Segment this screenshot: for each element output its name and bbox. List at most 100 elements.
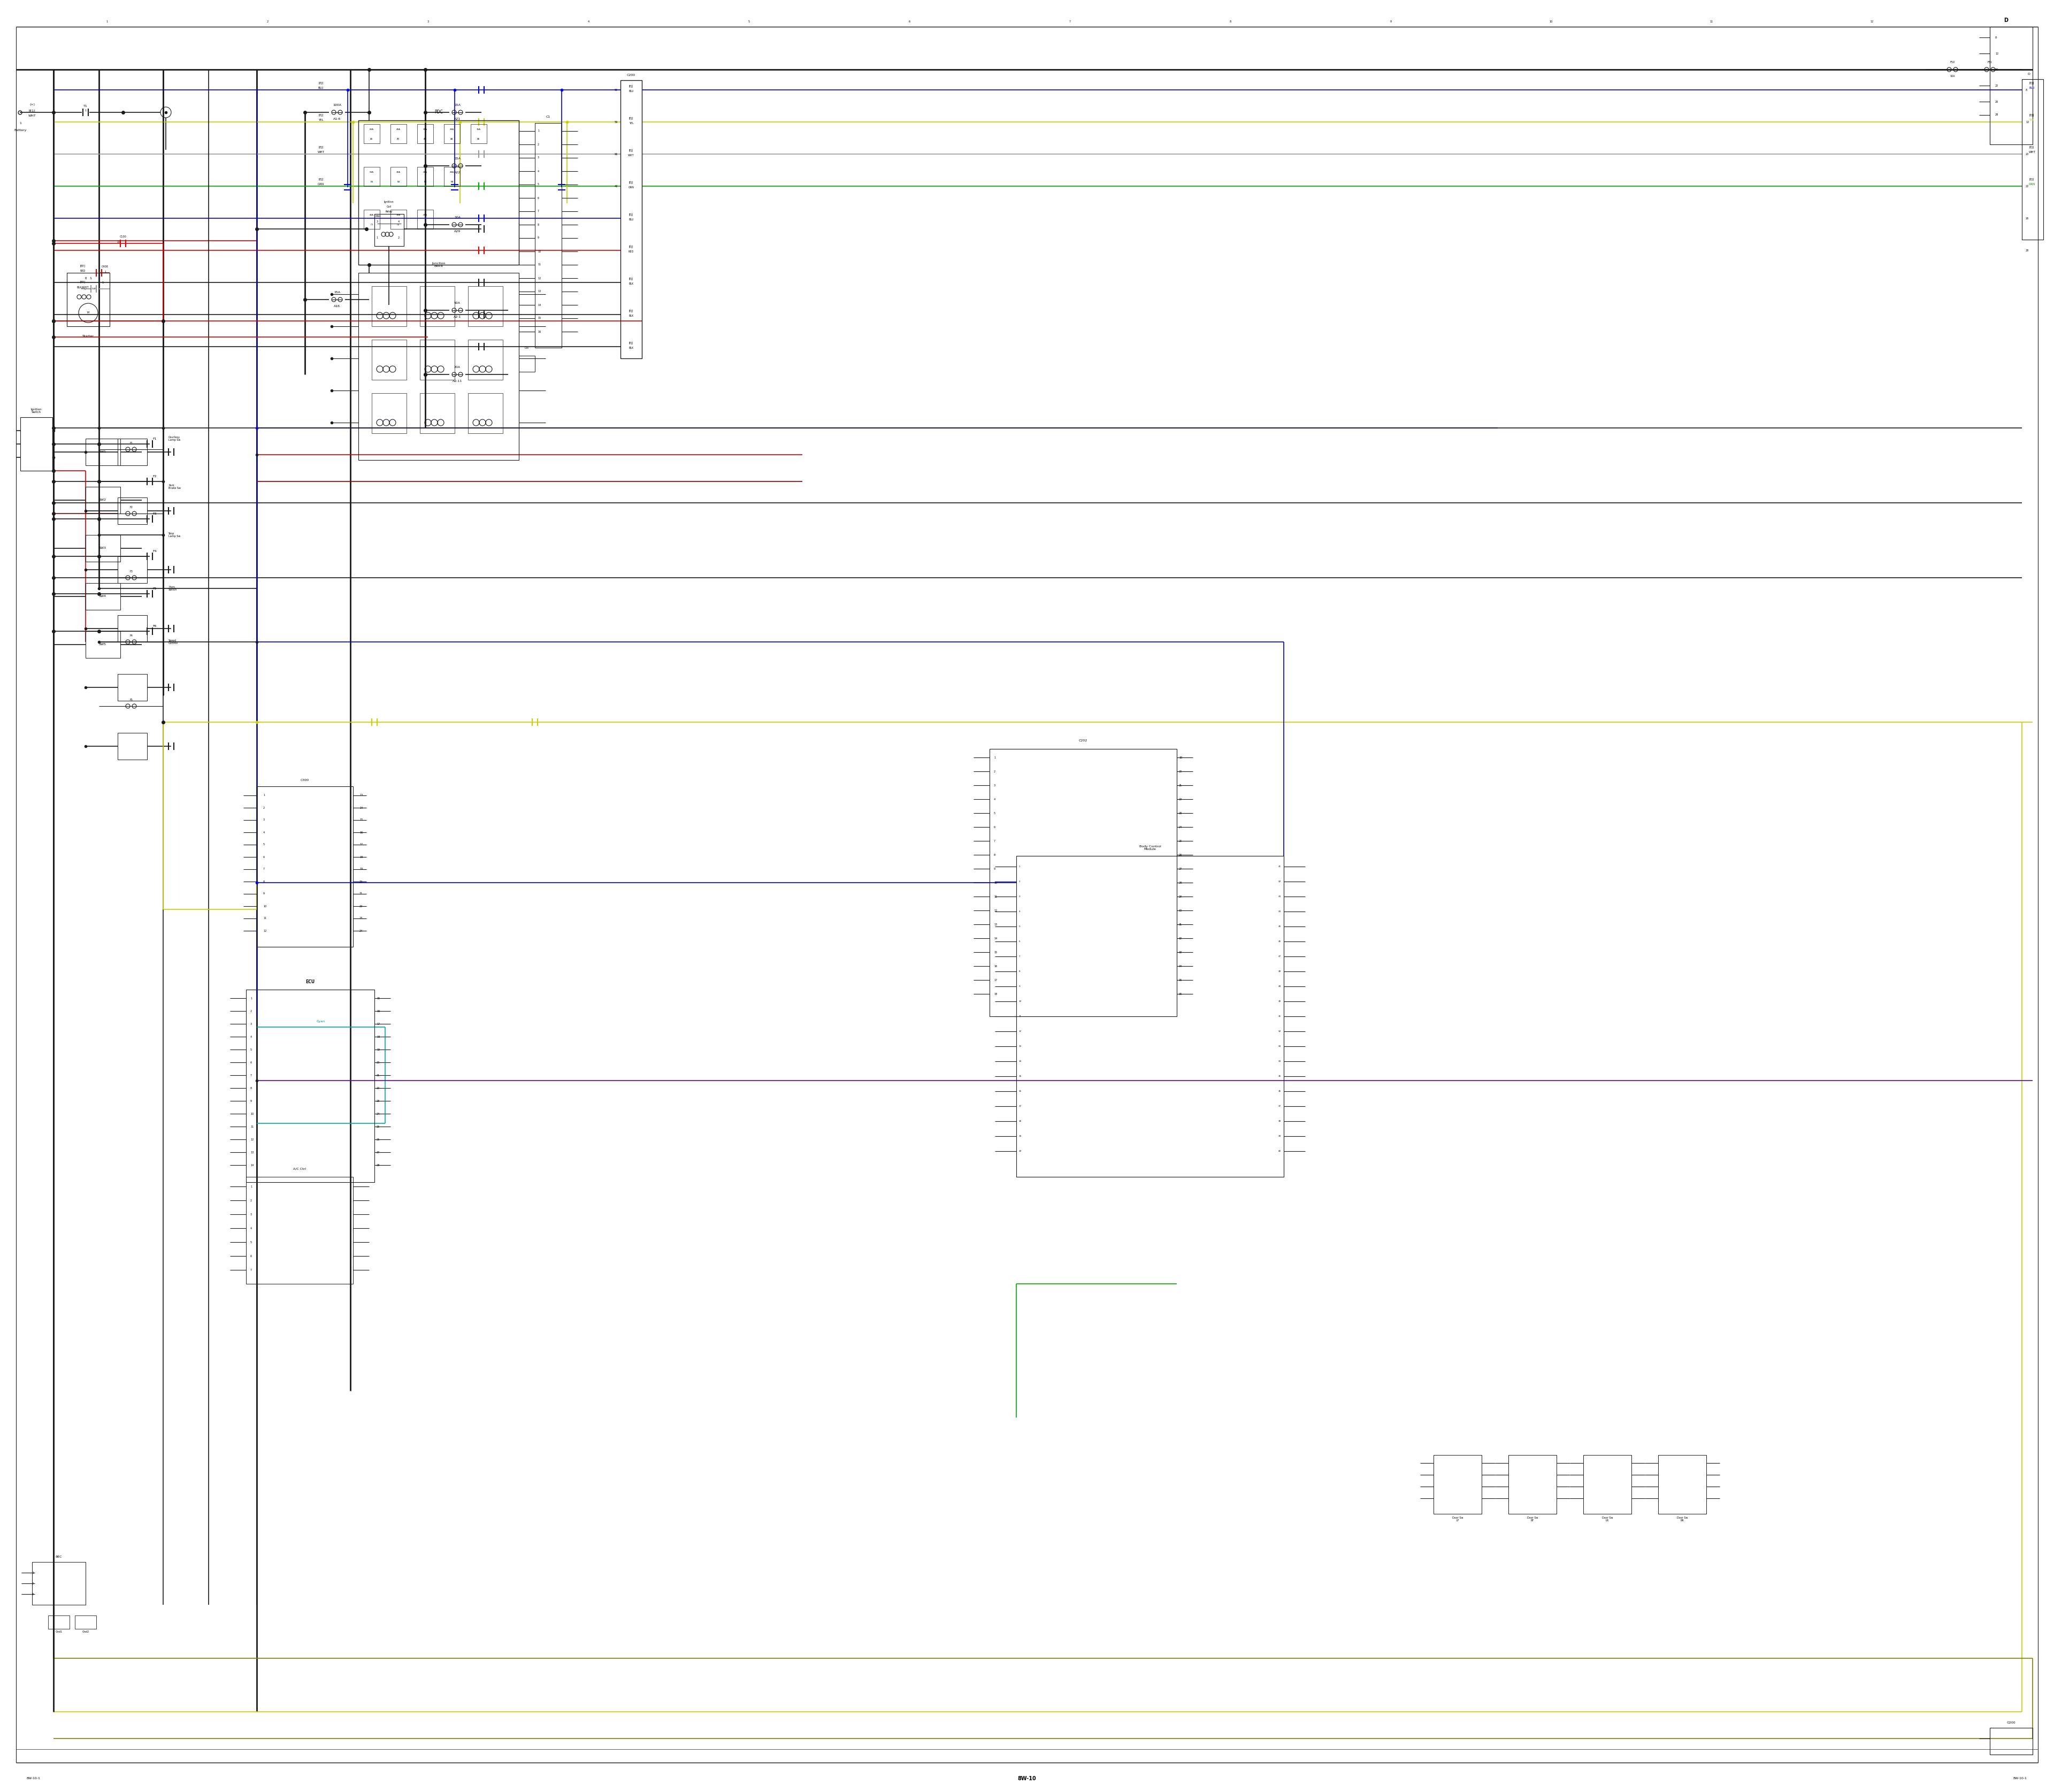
- Text: 29: 29: [1278, 986, 1282, 987]
- Text: YEL: YEL: [2029, 118, 2033, 122]
- Text: 32: 32: [1179, 937, 1183, 939]
- Text: Park
Brake Sw: Park Brake Sw: [168, 484, 181, 489]
- Bar: [364, 210, 380, 229]
- Text: B4: B4: [450, 181, 454, 183]
- Text: 17: 17: [376, 1023, 380, 1025]
- Bar: [374, 213, 405, 246]
- Text: 20: 20: [359, 880, 364, 883]
- Text: [EJ]: [EJ]: [629, 342, 633, 344]
- Text: 12: 12: [263, 930, 267, 932]
- Text: 15: 15: [538, 317, 540, 319]
- Text: 28: 28: [1179, 882, 1183, 883]
- Text: C408: C408: [101, 265, 109, 267]
- Text: SW1: SW1: [99, 450, 107, 453]
- Bar: [468, 287, 503, 326]
- Text: 30A: 30A: [423, 129, 427, 131]
- Text: BLU: BLU: [629, 90, 635, 93]
- Text: Door Sw
RF: Door Sw RF: [1526, 1516, 1538, 1521]
- Text: 8W-10: 8W-10: [1017, 1776, 1037, 1781]
- Text: C300: C300: [300, 778, 310, 781]
- Text: [EJ]: [EJ]: [629, 181, 633, 185]
- Text: C202: C202: [1078, 740, 1087, 742]
- Text: BLK/WHT: BLK/WHT: [76, 287, 88, 289]
- Text: [EJ]: [EJ]: [629, 246, 633, 247]
- Text: 24: 24: [1179, 826, 1183, 828]
- Text: 22: 22: [359, 905, 364, 907]
- Bar: [357, 120, 520, 265]
- Text: 10: 10: [263, 905, 267, 907]
- Bar: [33, 1563, 86, 1606]
- Text: 40A: 40A: [370, 213, 374, 217]
- Text: 18: 18: [1019, 1120, 1021, 1122]
- Text: SW5: SW5: [99, 643, 107, 645]
- Text: 37: 37: [1278, 1106, 1282, 1107]
- Bar: [117, 615, 148, 642]
- Text: 20A: 20A: [454, 366, 460, 369]
- Text: 32: 32: [1278, 1030, 1282, 1032]
- Text: Starter: Starter: [82, 335, 94, 337]
- Text: 16: 16: [1019, 1090, 1021, 1093]
- Text: 28: 28: [1278, 969, 1282, 973]
- Text: 11: 11: [1711, 20, 1713, 23]
- Bar: [417, 210, 433, 229]
- Text: D: D: [2027, 72, 2029, 75]
- Bar: [246, 1177, 353, 1283]
- Text: Battery: Battery: [14, 129, 27, 133]
- Bar: [117, 498, 148, 525]
- Text: 14: 14: [251, 1163, 255, 1167]
- Text: 31: 31: [1179, 923, 1183, 926]
- Text: 8W-10-1: 8W-10-1: [2013, 1778, 2027, 1779]
- Text: 59: 59: [614, 120, 618, 124]
- Text: SW2: SW2: [99, 498, 107, 502]
- Bar: [444, 167, 460, 186]
- Text: Magnetic SW: Magnetic SW: [80, 289, 94, 290]
- Text: 25: 25: [1278, 925, 1282, 928]
- Text: 20: 20: [376, 1061, 380, 1064]
- Text: 17: 17: [994, 978, 996, 982]
- Text: Ignition
Switch: Ignition Switch: [31, 409, 41, 414]
- Text: A2: A2: [396, 138, 401, 140]
- Text: 42: 42: [614, 185, 618, 188]
- Text: Junction
Block: Junction Block: [431, 262, 446, 267]
- Text: Door Sw
RR: Door Sw RR: [1676, 1516, 1688, 1521]
- Text: 19: 19: [376, 1048, 380, 1050]
- Text: 26: 26: [1278, 941, 1282, 943]
- Text: 10: 10: [994, 882, 996, 883]
- Text: 12: 12: [1871, 20, 1873, 23]
- Text: BLK: BLK: [629, 348, 635, 349]
- Text: 20: 20: [1179, 771, 1183, 772]
- Text: 66: 66: [614, 152, 618, 156]
- Text: BLU: BLU: [318, 88, 325, 90]
- Text: Door Sw
LF: Door Sw LF: [1452, 1516, 1462, 1521]
- Text: 34: 34: [1179, 964, 1183, 968]
- Text: WHT: WHT: [2029, 151, 2036, 154]
- Bar: [1584, 1455, 1631, 1514]
- Text: WHT: WHT: [629, 154, 635, 158]
- Text: 36: 36: [1278, 1090, 1282, 1093]
- Bar: [117, 439, 148, 466]
- Text: 16: 16: [376, 1009, 380, 1012]
- Text: A1: A1: [370, 138, 374, 140]
- Text: 8W-10-1: 8W-10-1: [27, 1778, 41, 1779]
- Text: 24: 24: [359, 930, 364, 932]
- Text: GRN: GRN: [2029, 183, 2036, 186]
- Text: GRN: GRN: [318, 183, 325, 186]
- Text: C1: C1: [546, 115, 550, 118]
- Text: C100: C100: [119, 235, 127, 238]
- Bar: [468, 392, 503, 434]
- Text: 30A: 30A: [396, 213, 401, 217]
- Text: 19: 19: [359, 867, 364, 871]
- Text: [EJ]: [EJ]: [2029, 179, 2033, 181]
- Text: Cyan: Cyan: [316, 1020, 325, 1023]
- Text: 12: 12: [1994, 52, 1999, 56]
- Text: 12: 12: [1019, 1030, 1021, 1032]
- Bar: [86, 631, 121, 658]
- Text: 21: 21: [376, 1073, 380, 1077]
- Text: 14: 14: [538, 303, 540, 306]
- Text: 21: 21: [1179, 783, 1183, 787]
- Text: M44: M44: [376, 215, 382, 219]
- Bar: [2021, 79, 2044, 240]
- Bar: [390, 124, 407, 143]
- Text: A16: A16: [333, 305, 341, 306]
- Text: A21: A21: [454, 118, 460, 120]
